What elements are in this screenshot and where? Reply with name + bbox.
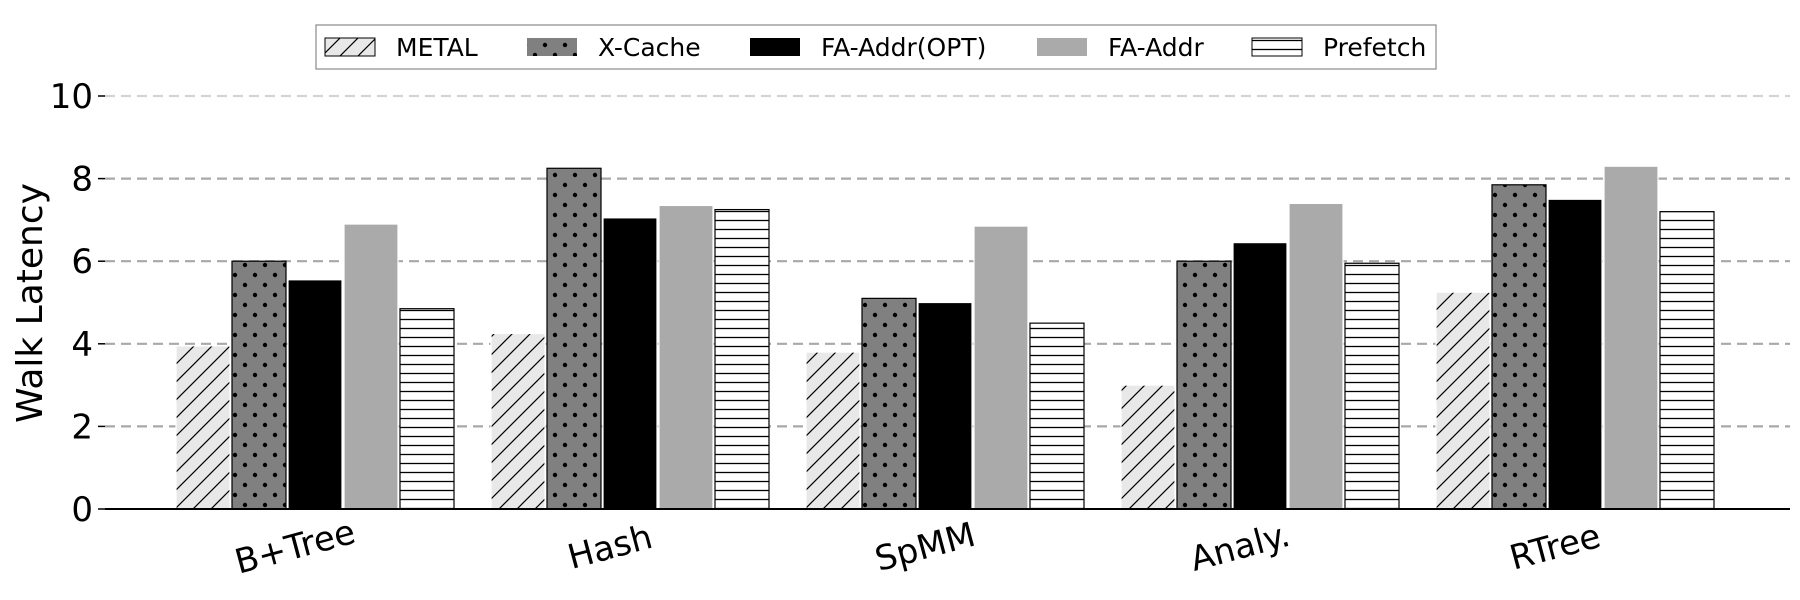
- bar-x-cache-analy-: [1176, 260, 1232, 510]
- bar-metal-analy-: [1120, 384, 1176, 510]
- bar-fa-addr-rtree: [1603, 165, 1659, 510]
- bars: [175, 165, 1715, 510]
- bar-x-cache-hash: [546, 167, 602, 510]
- bar-metal-rtree: [1435, 291, 1491, 510]
- bar-fa-addr-b-tree: [343, 223, 399, 510]
- x-tick-label: Analy.: [1186, 515, 1294, 580]
- bar-fa-addr-spmm: [973, 225, 1029, 510]
- legend-label: Prefetch: [1323, 33, 1426, 62]
- bar-metal-b-tree: [175, 345, 231, 510]
- y-tick-label: 4: [71, 325, 93, 365]
- x-tick-label: Hash: [564, 517, 657, 578]
- bar-fa-addr-opt--rtree: [1547, 198, 1603, 510]
- bar-x-cache-rtree: [1491, 184, 1547, 510]
- bar-x-cache-b-tree: [231, 260, 287, 510]
- y-tick-label: 8: [71, 160, 93, 200]
- bar-metal-hash: [490, 332, 546, 510]
- bar-prefetch-rtree: [1659, 211, 1715, 510]
- bar-x-cache-spmm: [861, 297, 917, 510]
- y-tick-label: 6: [71, 242, 93, 282]
- legend-box: [315, 24, 1437, 70]
- legend-label: METAL: [396, 33, 478, 62]
- y-tick-label: 2: [71, 407, 93, 447]
- x-tick-label: SpMM: [871, 515, 980, 580]
- y-tick-label: 0: [71, 490, 93, 530]
- legend-swatch: [1251, 37, 1303, 57]
- x-tick-label: RTree: [1506, 516, 1605, 578]
- bar-fa-addr-opt--analy-: [1232, 242, 1288, 510]
- legend: METAL X-Cache FA-Addr(OPT) FA-Addr Prefetch: [315, 24, 1437, 70]
- legend-label: FA-Addr(OPT): [821, 33, 986, 62]
- bar-prefetch-hash: [714, 208, 770, 510]
- y-axis-title: Walk Latency: [10, 183, 51, 423]
- legend-swatch: [324, 37, 376, 57]
- legend-label: FA-Addr: [1108, 33, 1205, 62]
- bar-prefetch-spmm: [1029, 322, 1085, 510]
- bar-fa-addr-opt--b-tree: [287, 279, 343, 510]
- axes: [98, 95, 1790, 510]
- bar-fa-addr-opt--hash: [602, 217, 658, 510]
- bar-metal-spmm: [805, 351, 861, 510]
- bar-fa-addr-hash: [658, 204, 714, 510]
- bar-prefetch-b-tree: [399, 308, 455, 510]
- bar-prefetch-analy-: [1344, 262, 1400, 510]
- x-tick-label: B+Tree: [231, 512, 360, 582]
- legend-swatch: [527, 38, 577, 56]
- y-tick-label: 10: [50, 77, 93, 117]
- bar-fa-addr-analy-: [1288, 202, 1344, 510]
- legend-label: X-Cache: [598, 33, 701, 62]
- legend-swatch: [750, 38, 800, 56]
- bar-fa-addr-opt--spmm: [917, 301, 973, 510]
- legend-swatch: [1037, 38, 1087, 56]
